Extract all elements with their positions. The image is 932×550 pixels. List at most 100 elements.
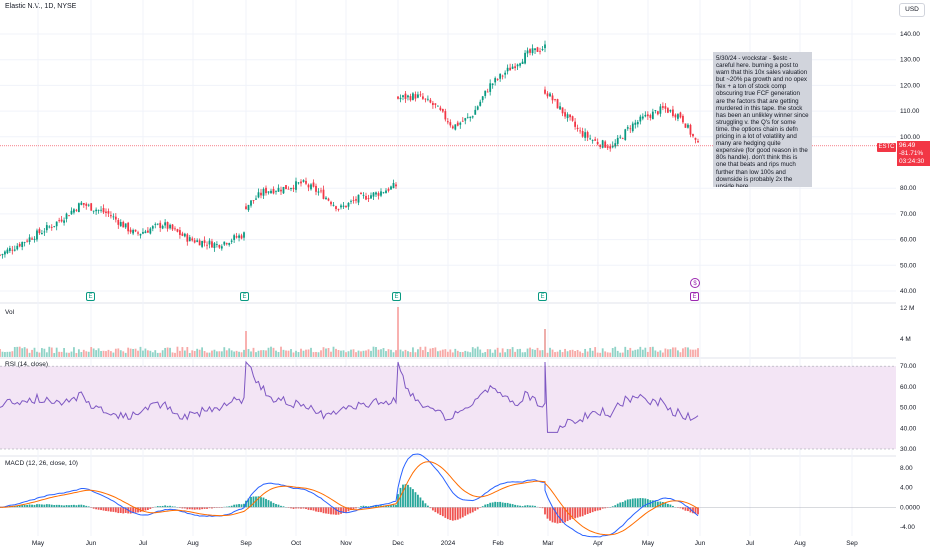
time-tick-label: Jul xyxy=(746,540,755,547)
macd-histogram-bar xyxy=(211,507,213,509)
candle-body xyxy=(541,49,544,51)
candle-body xyxy=(92,210,95,212)
candle-body xyxy=(672,109,674,116)
candle-body xyxy=(77,203,80,213)
macd-histogram-bar xyxy=(85,505,88,508)
volume-bar xyxy=(110,351,112,357)
volume-bar xyxy=(340,350,342,357)
macd-histogram-bar xyxy=(581,507,584,517)
candle-body xyxy=(636,121,639,125)
volume-bar xyxy=(28,352,31,357)
volume-bar xyxy=(571,349,574,357)
candle-body xyxy=(292,187,295,190)
volume-bar xyxy=(176,346,179,357)
candle-body xyxy=(97,209,100,211)
macd-histogram-bar xyxy=(667,503,669,508)
volume-bar xyxy=(619,352,622,357)
candle-body xyxy=(459,122,462,125)
volume-bar xyxy=(285,350,287,357)
earnings-marker-upcoming[interactable]: E xyxy=(690,292,699,301)
macd-histogram-bar xyxy=(149,507,152,509)
candle-body xyxy=(48,226,51,228)
earnings-marker[interactable]: E xyxy=(86,292,95,301)
macd-histogram-bar xyxy=(441,507,444,517)
volume-bar xyxy=(16,346,19,357)
candle-body xyxy=(129,229,132,233)
macd-histogram-bar xyxy=(50,504,53,508)
volume-bar xyxy=(213,349,216,357)
price-change: -81.71% xyxy=(899,150,924,157)
volume-bar xyxy=(38,352,41,357)
macd-histogram-bar xyxy=(446,507,449,520)
macd-histogram-bar xyxy=(105,507,107,511)
volume-bar xyxy=(53,352,56,357)
macd-histogram-bar xyxy=(682,507,684,510)
macd-histogram-bar xyxy=(546,507,549,519)
volume-bar xyxy=(238,351,240,357)
macd-histogram-bar xyxy=(55,504,58,508)
volume-bar xyxy=(13,347,16,357)
macd-histogram-bar xyxy=(60,505,63,508)
candle-body xyxy=(692,134,694,137)
earnings-marker[interactable]: E xyxy=(392,292,401,301)
currency-button[interactable]: USD xyxy=(899,3,925,17)
macd-histogram-bar xyxy=(169,505,171,508)
candle-body xyxy=(385,190,387,194)
earnings-marker[interactable]: E xyxy=(240,292,249,301)
time-tick-label: Jun xyxy=(695,540,706,547)
time-tick-label: Sep xyxy=(240,540,252,547)
volume-bar xyxy=(50,347,53,357)
volume-bar xyxy=(581,352,584,357)
macd-histogram-bar xyxy=(544,507,546,515)
volume-bar xyxy=(667,349,669,357)
volume-bar xyxy=(402,351,404,357)
macd-histogram-bar xyxy=(307,507,310,510)
candle-body xyxy=(521,61,524,64)
macd-histogram-bar xyxy=(179,507,181,508)
candle-body xyxy=(509,67,512,71)
candle-body xyxy=(621,138,624,140)
volume-bar xyxy=(631,350,634,357)
candle-body xyxy=(252,200,255,201)
candle-body xyxy=(235,236,238,238)
volume-bar xyxy=(174,352,176,357)
candle-body xyxy=(424,98,427,100)
candle-body xyxy=(13,249,16,251)
candle-body xyxy=(409,96,412,101)
volume-bar xyxy=(305,349,307,357)
volume-bar xyxy=(149,350,152,357)
candle-body xyxy=(619,136,622,138)
volume-bar xyxy=(694,349,697,357)
volume-bar xyxy=(201,347,204,357)
candle-body xyxy=(307,184,310,188)
macd-histogram-bar xyxy=(275,504,277,508)
macd-histogram-bar xyxy=(496,502,499,508)
macd-pane-label: MACD (12, 26, close, 10) xyxy=(5,460,78,467)
macd-histogram-bar xyxy=(584,507,587,515)
macd-histogram-bar xyxy=(206,507,208,509)
earnings-marker[interactable]: E xyxy=(538,292,547,301)
candle-body xyxy=(609,146,612,149)
volume-bar xyxy=(692,349,694,357)
candle-body xyxy=(501,75,504,77)
volume-bar xyxy=(439,350,442,357)
volume-bar xyxy=(347,351,350,357)
macd-histogram-bar xyxy=(629,499,632,508)
candle-body xyxy=(594,139,597,141)
candle-body xyxy=(139,233,142,236)
macd-histogram-bar xyxy=(392,504,395,508)
volume-bar xyxy=(164,347,167,357)
candle-body xyxy=(215,244,218,245)
candle-body xyxy=(295,181,297,190)
volume-bar xyxy=(362,350,365,357)
candle-body xyxy=(347,202,350,207)
candle-body xyxy=(456,122,459,126)
macd-histogram-bar xyxy=(164,505,167,508)
dividend-icon[interactable]: $ xyxy=(690,278,700,288)
candle-body xyxy=(659,106,662,114)
macd-histogram-bar xyxy=(171,506,174,508)
volume-bar xyxy=(18,346,21,357)
candle-body xyxy=(412,93,414,100)
price-tick-label: 40.00 xyxy=(900,288,917,295)
